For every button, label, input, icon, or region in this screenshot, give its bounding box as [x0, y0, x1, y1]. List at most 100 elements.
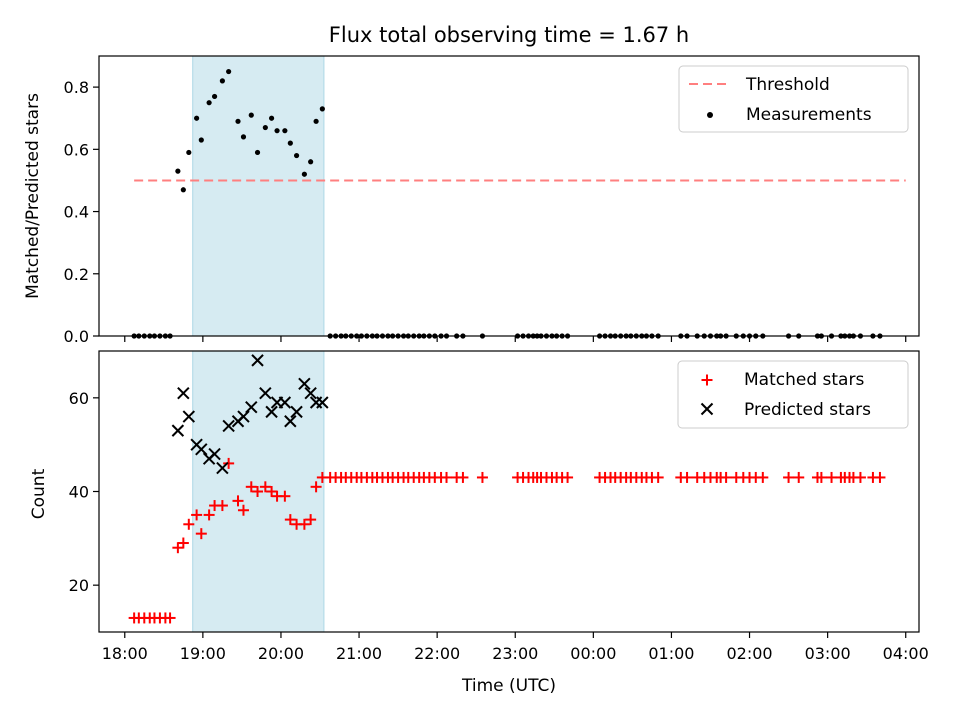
predicted-point	[251, 354, 264, 367]
predicted-point	[182, 410, 196, 423]
measurement-point	[301, 171, 307, 177]
predicted-point-b	[177, 386, 190, 400]
matched-point	[177, 537, 189, 549]
predicted-point-b	[182, 410, 196, 423]
top-ytick-label: 0.6	[64, 140, 89, 159]
chart-title: Flux total observing time = 1.67 h	[329, 23, 689, 47]
matched-point	[266, 486, 278, 497]
measurement-point	[219, 78, 225, 84]
measurement-point	[282, 128, 288, 134]
x-axis-label: Time (UTC)	[461, 676, 556, 696]
matched-point	[652, 471, 664, 483]
predicted-point	[290, 405, 303, 419]
bottom-ytick-label: 40	[69, 483, 89, 502]
predicted-point	[208, 447, 221, 461]
predicted-point-b	[208, 447, 221, 461]
matched-point	[245, 481, 257, 493]
measurement-point	[180, 187, 186, 193]
measurement-point	[319, 106, 325, 112]
matched-point	[232, 495, 244, 507]
matched-point	[681, 471, 693, 483]
matched-point	[441, 471, 453, 483]
xtick-label: 18:00	[102, 644, 148, 663]
matched-point	[815, 471, 827, 483]
top-ytick-label: 0.8	[64, 78, 89, 97]
measurement-point	[262, 124, 268, 131]
matched-point	[476, 471, 488, 483]
top-legend-box	[678, 65, 909, 133]
measurement-point	[308, 159, 314, 165]
matched-point	[284, 514, 296, 526]
bottom-x-axis: 18:00 19:00 20:00 21:00 22:00 23:00 00:00 01:00…	[102, 632, 929, 663]
predicted-point-b	[316, 396, 329, 409]
predicted-point-b	[278, 396, 292, 409]
matched-point	[183, 518, 195, 530]
matched-point	[164, 612, 176, 624]
top-y-label: Matched/Predicted stars	[23, 93, 43, 299]
matched-point	[223, 457, 235, 469]
matched-point	[874, 471, 886, 483]
predicted-point-b	[171, 424, 185, 437]
predicted-point-b	[290, 405, 303, 419]
measurement-point	[194, 115, 200, 121]
xtick-label: 04:00	[883, 644, 929, 663]
predicted-point-b	[284, 415, 297, 428]
measurement-point	[206, 100, 212, 106]
matched-point	[172, 542, 184, 554]
bottom-panel: 20 40 60 18:00 19:00 20:00 21:00 22:00 23:00 00:…	[29, 350, 929, 696]
xtick-label: 19:00	[180, 644, 226, 663]
measurement-point	[240, 134, 247, 140]
legend-predicted-marker	[700, 402, 714, 416]
legend-predicted-marker-b	[700, 402, 714, 416]
predicted-point	[265, 405, 278, 419]
predicted-point-b	[251, 354, 264, 367]
matched-point	[279, 490, 291, 502]
measurement-point	[211, 93, 218, 100]
measurement-point	[186, 149, 192, 156]
matched-point	[237, 504, 249, 516]
predicted-point	[316, 396, 329, 409]
measurement-point	[248, 112, 254, 118]
predicted-star-points	[171, 354, 329, 475]
legend-matched-swatch	[701, 374, 713, 386]
matched-point	[259, 481, 271, 493]
matched-point	[298, 518, 310, 530]
predicted-point	[284, 415, 297, 428]
top-legend: Threshold Measurements	[678, 65, 909, 133]
matched-point	[457, 471, 469, 483]
xtick-label: 22:00	[414, 644, 460, 663]
bottom-legend: Matched stars Predicted stars	[677, 360, 909, 429]
predicted-point-b	[195, 443, 208, 456]
xtick-label: 20:00	[258, 644, 304, 663]
xtick-label: 00:00	[570, 644, 616, 663]
measurement-point	[235, 118, 241, 124]
measurement-point	[313, 118, 319, 124]
xtick-label: 23:00	[492, 644, 538, 663]
measurement-point	[274, 128, 280, 134]
observing-window-shade-top	[192, 55, 325, 337]
predicted-point-b	[304, 386, 317, 400]
predicted-point-b	[216, 461, 229, 475]
matched-point	[562, 471, 574, 483]
bottom-ytick-label: 60	[69, 389, 89, 408]
predicted-point	[259, 386, 272, 400]
matched-point	[720, 471, 732, 483]
legend-predicted-label: Predicted stars	[744, 400, 871, 420]
predicted-point-b	[237, 410, 250, 423]
measurement-point	[293, 152, 300, 159]
xtick-label: 02:00	[726, 644, 772, 663]
matched-point	[191, 509, 203, 521]
predicted-point-b	[222, 419, 235, 433]
measurement-point	[268, 115, 275, 121]
predicted-point-b	[259, 386, 272, 400]
legend-threshold-label: Threshold	[745, 75, 830, 95]
matched-point	[216, 500, 228, 512]
predicted-point	[222, 419, 235, 433]
legend-predicted-swatch	[700, 402, 714, 416]
top-ytick-label: 0.2	[64, 265, 89, 284]
matched-point	[203, 509, 215, 521]
measurement-point	[198, 137, 204, 143]
xtick-label: 21:00	[336, 644, 382, 663]
measurement-point	[287, 140, 293, 146]
